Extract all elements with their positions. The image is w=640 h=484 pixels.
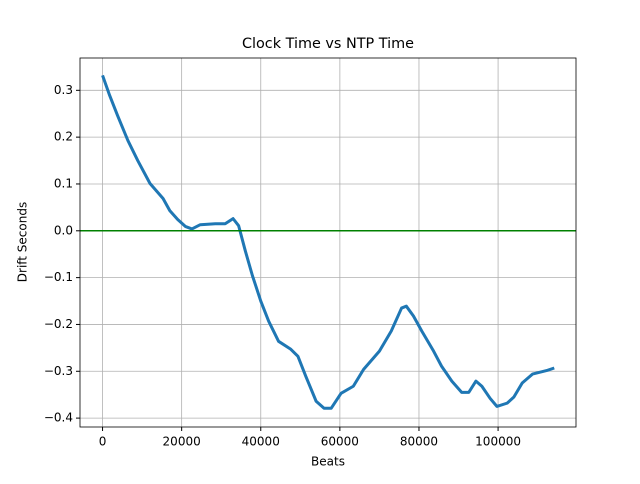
x-tick-label: 100000 — [475, 435, 521, 449]
y-tick-label: −0.1 — [44, 270, 73, 284]
y-axis-label: Drift Seconds — [16, 202, 30, 282]
data-line — [101, 74, 555, 410]
x-tick-label: 60000 — [321, 435, 359, 449]
x-tick-label: 40000 — [242, 435, 280, 449]
x-axis-label: Beats — [311, 455, 345, 469]
x-tick-label: 80000 — [400, 435, 438, 449]
y-tick-label: 0.1 — [54, 176, 73, 190]
plot-frame — [79, 57, 577, 428]
x-tick-label: 20000 — [163, 435, 201, 449]
y-tick-label: 0.2 — [54, 130, 73, 144]
y-tick-label: 0.0 — [54, 223, 73, 237]
y-tick-label: −0.4 — [44, 411, 73, 425]
chart-title: Clock Time vs NTP Time — [242, 36, 414, 52]
x-tick-label: 0 — [99, 435, 107, 449]
y-tick-label: −0.2 — [44, 317, 73, 331]
y-tick-label: −0.3 — [44, 364, 73, 378]
y-tick-label: 0.3 — [54, 83, 73, 97]
